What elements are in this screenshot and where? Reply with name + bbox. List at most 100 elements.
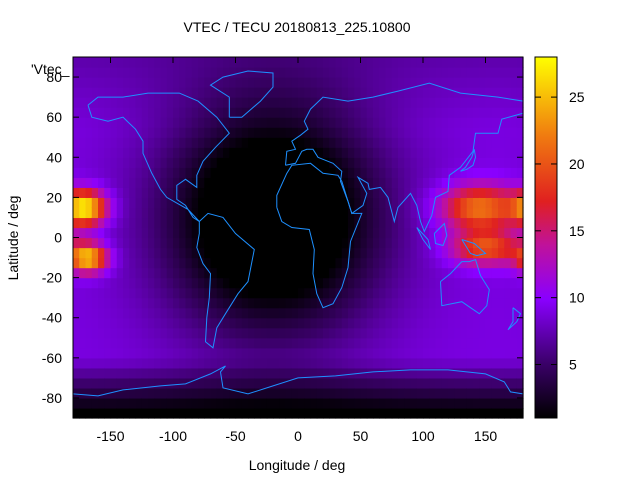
heatmap-cell bbox=[436, 207, 443, 218]
heatmap-cell bbox=[173, 127, 180, 138]
heatmap-cell bbox=[367, 378, 374, 389]
heatmap-cell bbox=[79, 107, 86, 118]
heatmap-cell bbox=[442, 408, 449, 419]
heatmap-cell bbox=[117, 308, 124, 319]
heatmap-cell bbox=[329, 127, 336, 138]
heatmap-cell bbox=[211, 57, 218, 68]
heatmap-cell bbox=[248, 147, 255, 158]
heatmap-cell bbox=[454, 217, 461, 228]
heatmap-cell bbox=[448, 187, 455, 198]
heatmap-cell bbox=[479, 97, 486, 108]
heatmap-cell bbox=[204, 398, 211, 409]
heatmap-cell bbox=[323, 358, 330, 369]
heatmap-cell bbox=[323, 278, 330, 289]
heatmap-cell bbox=[167, 227, 174, 238]
heatmap-cell bbox=[511, 408, 518, 419]
heatmap-cell bbox=[179, 157, 186, 168]
heatmap-cell bbox=[204, 217, 211, 228]
heatmap-cell bbox=[248, 358, 255, 369]
heatmap-cell bbox=[479, 127, 486, 138]
heatmap-cell bbox=[79, 137, 86, 148]
heatmap-cell bbox=[398, 358, 405, 369]
heatmap-cell bbox=[86, 157, 93, 168]
heatmap-cell bbox=[386, 288, 393, 299]
heatmap-cell bbox=[454, 388, 461, 399]
heatmap-cell bbox=[404, 227, 411, 238]
heatmap-cell bbox=[423, 278, 430, 289]
heatmap-cell bbox=[104, 137, 111, 148]
heatmap-cell bbox=[311, 318, 318, 329]
heatmap-cell bbox=[311, 207, 318, 218]
heatmap-cell bbox=[242, 358, 249, 369]
heatmap-cell bbox=[129, 167, 136, 178]
heatmap-cell bbox=[242, 328, 249, 339]
heatmap-cell bbox=[498, 398, 505, 409]
heatmap-cell bbox=[298, 157, 305, 168]
heatmap-cell bbox=[398, 157, 405, 168]
heatmap-cell bbox=[342, 127, 349, 138]
heatmap-cell bbox=[167, 117, 174, 128]
heatmap-cell bbox=[392, 197, 399, 208]
heatmap-cell bbox=[411, 177, 418, 188]
heatmap-cell bbox=[92, 227, 99, 238]
heatmap-cell bbox=[73, 388, 80, 399]
heatmap-cell bbox=[348, 217, 355, 228]
heatmap-cell bbox=[267, 268, 274, 279]
heatmap-cell bbox=[279, 117, 286, 128]
heatmap-cell bbox=[173, 137, 180, 148]
heatmap-cell bbox=[98, 197, 105, 208]
heatmap-cell bbox=[417, 117, 424, 128]
heatmap-cell bbox=[117, 298, 124, 309]
heatmap-cell bbox=[386, 408, 393, 419]
heatmap-cell bbox=[104, 117, 111, 128]
heatmap-cells bbox=[73, 57, 524, 419]
heatmap-cell bbox=[179, 298, 186, 309]
heatmap-cell bbox=[473, 408, 480, 419]
y-tick-label: -40 bbox=[42, 310, 62, 326]
heatmap-cell bbox=[167, 348, 174, 359]
heatmap-cell bbox=[479, 258, 486, 269]
heatmap-cell bbox=[436, 248, 443, 259]
heatmap-cell bbox=[442, 57, 449, 68]
heatmap-cell bbox=[492, 167, 499, 178]
heatmap-cell bbox=[104, 268, 111, 279]
heatmap-cell bbox=[179, 97, 186, 108]
heatmap-cell bbox=[342, 298, 349, 309]
heatmap-cell bbox=[261, 268, 268, 279]
heatmap-cell bbox=[486, 167, 493, 178]
heatmap-cell bbox=[286, 368, 293, 379]
heatmap-cell bbox=[129, 57, 136, 68]
heatmap-cell bbox=[136, 308, 143, 319]
heatmap-cell bbox=[404, 308, 411, 319]
heatmap-cell bbox=[486, 318, 493, 329]
heatmap-cell bbox=[323, 207, 330, 218]
heatmap-cell bbox=[261, 378, 268, 389]
heatmap-cell bbox=[361, 308, 368, 319]
heatmap-cell bbox=[304, 378, 311, 389]
heatmap-cell bbox=[254, 177, 261, 188]
heatmap-cell bbox=[473, 338, 480, 349]
heatmap-cell bbox=[511, 248, 518, 259]
heatmap-cell bbox=[198, 398, 205, 409]
heatmap-cell bbox=[186, 187, 193, 198]
heatmap-cell bbox=[217, 268, 224, 279]
heatmap-cell bbox=[498, 87, 505, 98]
heatmap-cell bbox=[286, 308, 293, 319]
heatmap-cell bbox=[373, 348, 380, 359]
heatmap-cell bbox=[511, 187, 518, 198]
heatmap-cell bbox=[223, 298, 230, 309]
heatmap-cell bbox=[123, 127, 130, 138]
heatmap-cell bbox=[267, 258, 274, 269]
heatmap-cell bbox=[511, 167, 518, 178]
heatmap-cell bbox=[386, 388, 393, 399]
heatmap-cell bbox=[73, 368, 80, 379]
heatmap-cell bbox=[73, 348, 80, 359]
heatmap-cell bbox=[354, 258, 361, 269]
heatmap-cell bbox=[98, 248, 105, 259]
heatmap-cell bbox=[236, 167, 243, 178]
heatmap-cell bbox=[373, 398, 380, 409]
heatmap-cell bbox=[492, 358, 499, 369]
heatmap-cell bbox=[267, 167, 274, 178]
heatmap-cell bbox=[211, 348, 218, 359]
heatmap-cell bbox=[73, 117, 80, 128]
